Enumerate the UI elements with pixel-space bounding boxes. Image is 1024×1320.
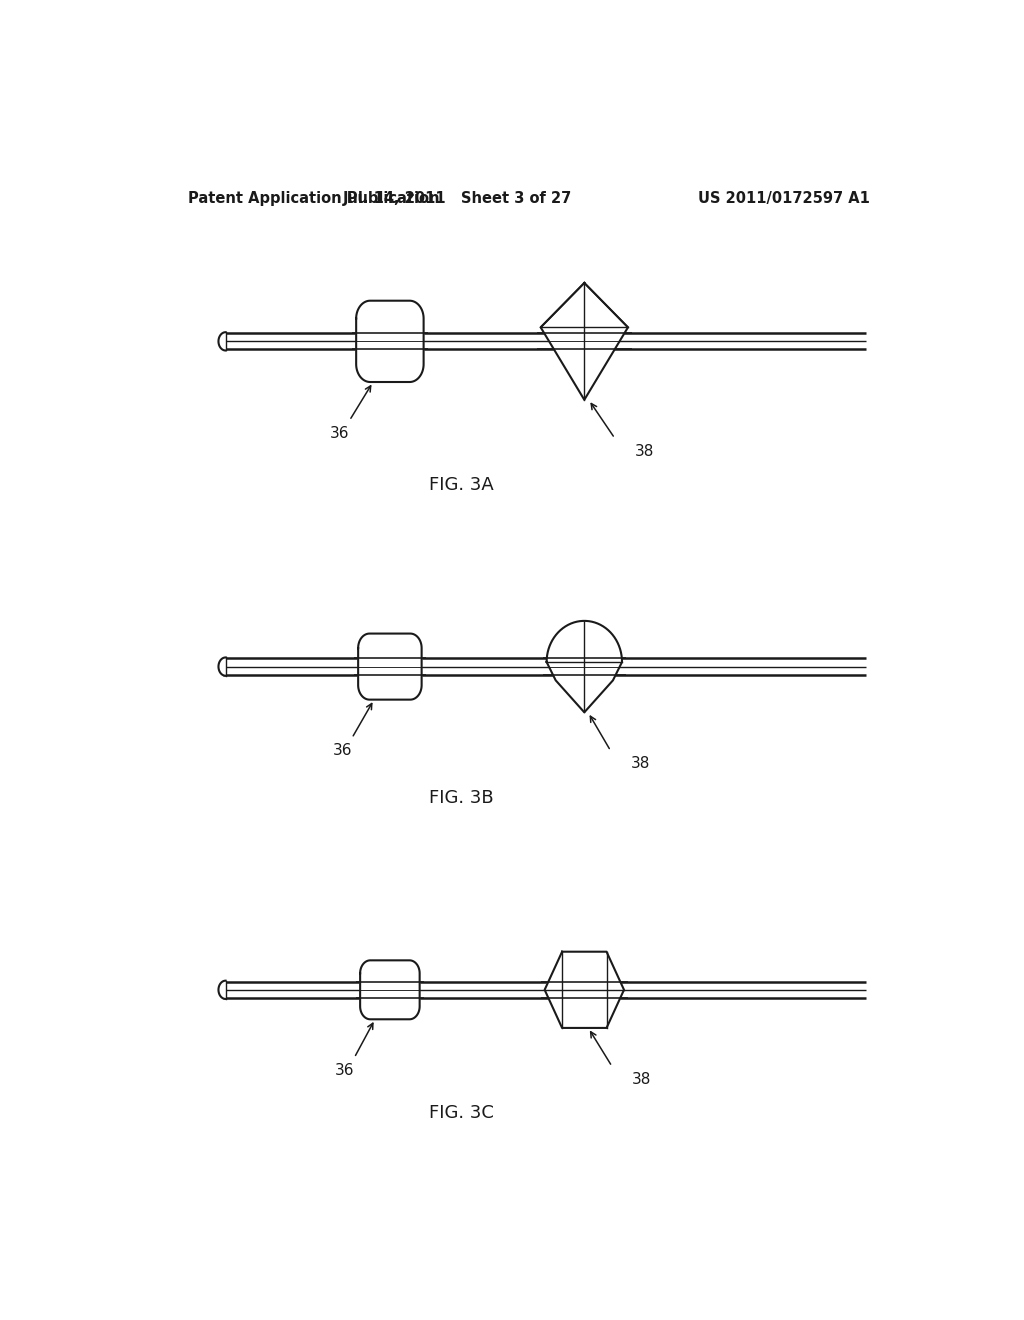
Text: Patent Application Publication: Patent Application Publication [187, 191, 439, 206]
Text: Jul. 14, 2011   Sheet 3 of 27: Jul. 14, 2011 Sheet 3 of 27 [343, 191, 572, 206]
Polygon shape [218, 981, 225, 999]
Text: 36: 36 [333, 743, 352, 758]
Polygon shape [218, 333, 225, 351]
Polygon shape [360, 961, 420, 1019]
Polygon shape [358, 634, 422, 700]
Text: US 2011/0172597 A1: US 2011/0172597 A1 [698, 191, 870, 206]
Polygon shape [356, 301, 424, 381]
Text: 38: 38 [635, 444, 654, 458]
Polygon shape [541, 282, 628, 400]
Text: FIG. 3B: FIG. 3B [429, 788, 494, 807]
Text: FIG. 3C: FIG. 3C [429, 1104, 494, 1122]
Text: 36: 36 [335, 1063, 354, 1078]
Text: 38: 38 [631, 756, 650, 771]
Polygon shape [547, 620, 622, 713]
Polygon shape [545, 952, 624, 1028]
Text: 38: 38 [632, 1072, 651, 1086]
Polygon shape [218, 657, 225, 676]
Text: 36: 36 [330, 426, 349, 441]
Text: FIG. 3A: FIG. 3A [429, 477, 494, 494]
